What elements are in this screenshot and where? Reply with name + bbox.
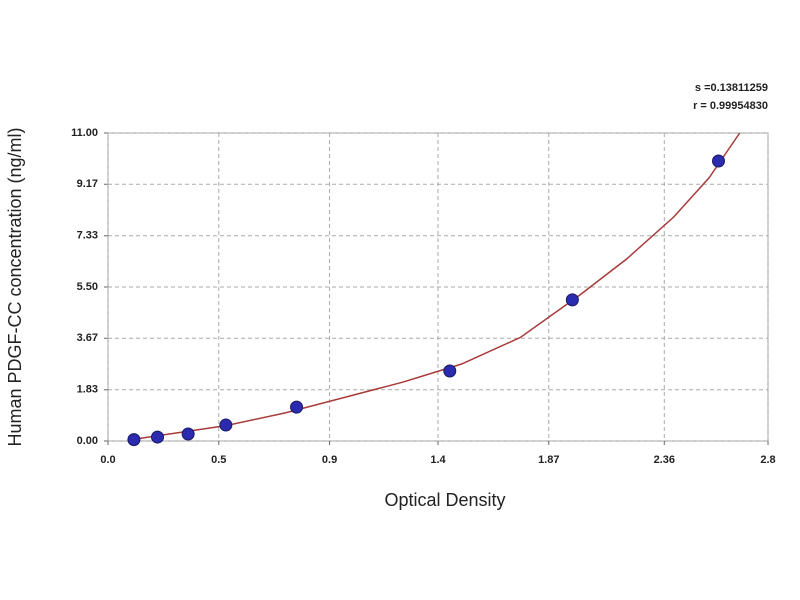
y-tick-label: 7.33 <box>77 230 98 242</box>
data-point <box>181 427 195 441</box>
y-tick-label: 0.00 <box>77 435 98 447</box>
x-tick-label: 2.36 <box>654 454 675 466</box>
annotation: s =0.13811259 <box>695 82 768 94</box>
x-axis-label: Optical Density <box>384 490 505 510</box>
y-tick-label: 5.50 <box>77 281 98 293</box>
x-tick-label: 1.87 <box>538 454 559 466</box>
annotation: r = 0.99954830 <box>693 100 768 112</box>
data-point <box>290 400 304 414</box>
x-tick-label: 1.4 <box>430 454 446 466</box>
data-point <box>565 293 579 307</box>
y-tick-label: 11.00 <box>71 127 98 139</box>
y-tick-label: 9.17 <box>77 178 98 190</box>
data-point <box>127 433 141 447</box>
x-tick-label: 0.0 <box>100 454 115 466</box>
y-axis-label: Human PDGF-CC concentration (ng/ml) <box>5 127 25 446</box>
x-tick-label: 0.5 <box>211 454 226 466</box>
x-tick-label: 0.9 <box>322 454 337 466</box>
data-point <box>712 154 725 168</box>
data-point <box>219 418 233 432</box>
x-tick-label: 2.8 <box>760 454 775 466</box>
data-point <box>443 364 457 378</box>
y-tick-label: 1.83 <box>77 384 98 396</box>
data-point <box>151 430 164 444</box>
y-tick-label: 3.67 <box>77 332 98 344</box>
